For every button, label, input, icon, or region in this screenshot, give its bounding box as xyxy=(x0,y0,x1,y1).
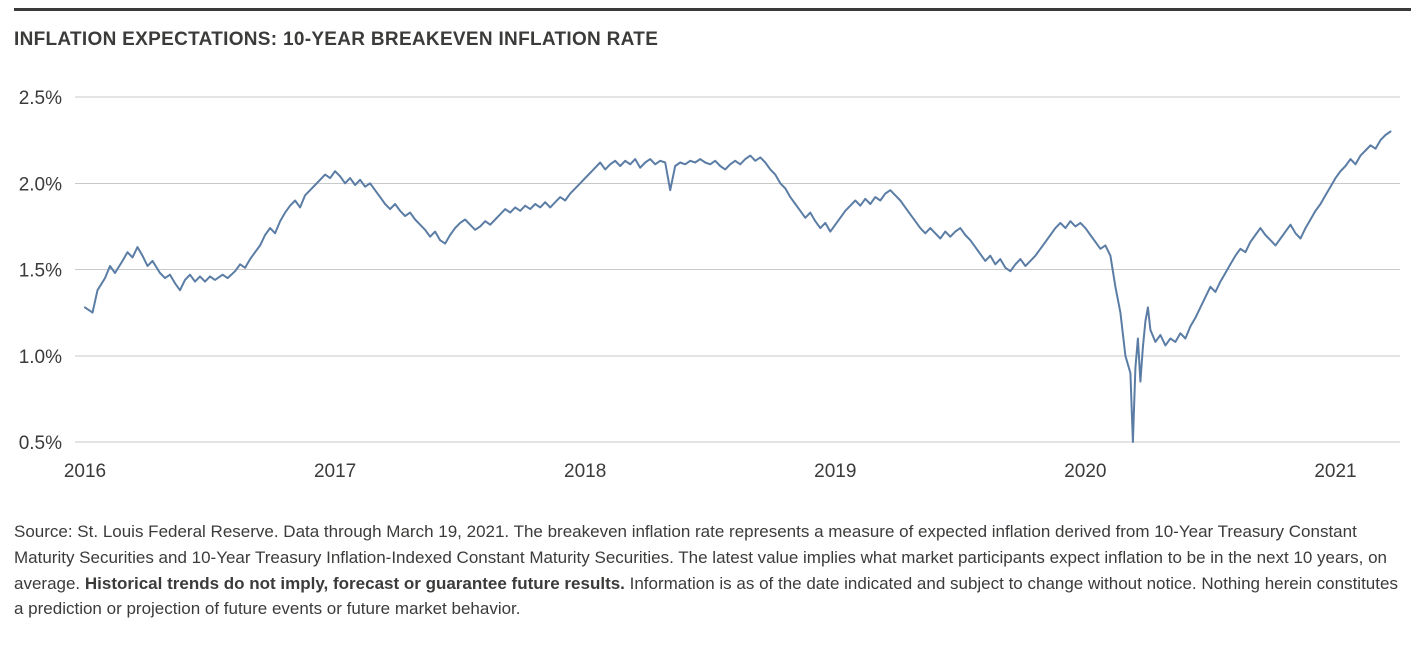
x-axis-tick-label: 2018 xyxy=(564,461,606,482)
x-axis-tick-label: 2020 xyxy=(1064,461,1106,482)
x-axis-tick-label: 2021 xyxy=(1314,461,1356,482)
source-disclaimer: Source: St. Louis Federal Reserve. Data … xyxy=(14,519,1411,622)
source-text: Source: St. Louis Federal Reserve. Data … xyxy=(14,522,1387,593)
breakeven-inflation-line-chart: 2.5% 2.0% 1.5% 1.0% 0.5% 2016 2017 2018 2019 2020… xyxy=(0,57,1425,497)
y-axis-tick-label: 2.0% xyxy=(19,174,62,195)
breakeven-rate-line xyxy=(84,130,1392,443)
disclaimer-text: Information is as of the date indicated … xyxy=(14,573,1398,619)
x-axis-tick-label: 2019 xyxy=(814,461,856,482)
y-axis-tick-label: 1.0% xyxy=(19,347,62,368)
disclaimer-bold-text: Historical trends do not imply, forecast… xyxy=(84,573,625,593)
x-axis-tick-label: 2016 xyxy=(64,461,106,482)
y-axis-tick-label: 1.5% xyxy=(19,261,62,282)
top-divider xyxy=(14,8,1411,11)
chart-title: INFLATION EXPECTATIONS: 10-YEAR BREAKEVE… xyxy=(14,29,659,50)
line-chart-svg: 2.5% 2.0% 1.5% 1.0% 0.5%2016 2017 2018 2019 2020… xyxy=(19,88,1400,482)
y-axis-tick-label: 2.5% xyxy=(19,88,62,109)
y-axis-tick-label: 0.5% xyxy=(19,433,62,454)
x-axis-tick-label: 2017 xyxy=(314,461,356,482)
